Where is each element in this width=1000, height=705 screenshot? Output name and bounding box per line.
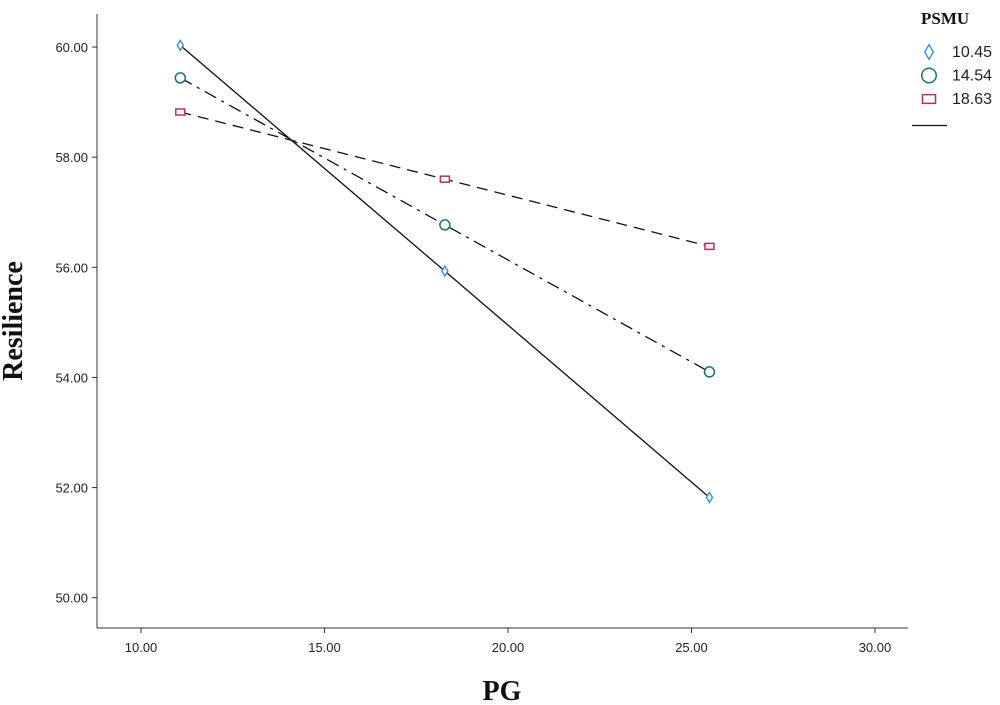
legend-item: 10.45	[923, 43, 992, 61]
y-tick-label: 52.00	[55, 481, 88, 496]
y-tick-label: 50.00	[55, 591, 88, 606]
data-point	[176, 39, 185, 52]
axes	[96, 14, 908, 629]
legend-item: 14.54	[921, 67, 992, 85]
y-tick-label: 54.00	[55, 370, 88, 385]
legend: PSMU 10.45 14.54 18.63	[912, 9, 992, 127]
data-point	[439, 175, 451, 183]
series-18.63	[175, 108, 715, 251]
data-point	[174, 72, 187, 84]
data-point	[439, 219, 451, 231]
legend-label: 10.45	[952, 44, 992, 61]
legend-items: 10.45 14.54 18.63	[912, 43, 992, 127]
x-tick-label: 15.00	[308, 640, 341, 655]
x-tick-label: 20.00	[492, 640, 525, 655]
legend-title: PSMU	[921, 9, 969, 28]
y-tick-label: 58.00	[55, 150, 88, 165]
y-ticks: 50.00 52.00 54.00 56.00 58.00 60.00	[55, 40, 97, 606]
data-point	[703, 366, 716, 378]
y-tick-label: 56.00	[55, 260, 88, 275]
x-ticks: 10.00 15.00 20.00 25.00 30.00	[125, 628, 891, 655]
legend-label: 18.63	[952, 91, 992, 108]
x-axis-title: PG	[483, 676, 522, 705]
data-point	[441, 264, 449, 278]
y-tick-label: 60.00	[55, 40, 88, 55]
x-tick-label: 25.00	[675, 640, 708, 655]
series-14.54	[174, 72, 716, 378]
x-tick-label: 10.00	[125, 640, 158, 655]
legend-marker	[921, 93, 937, 105]
x-tick-label: 30.00	[859, 640, 892, 655]
y-axis-title: Resilience	[0, 261, 29, 381]
series-line	[179, 77, 710, 373]
legend-marker	[921, 67, 937, 84]
legend-item: 18.63	[921, 91, 992, 108]
legend-marker	[923, 43, 935, 61]
data-point	[175, 108, 186, 116]
series-layer	[174, 39, 716, 504]
series-10.45	[176, 39, 714, 504]
legend-label: 14.54	[952, 68, 992, 85]
data-point	[704, 242, 715, 251]
data-point	[705, 491, 714, 504]
